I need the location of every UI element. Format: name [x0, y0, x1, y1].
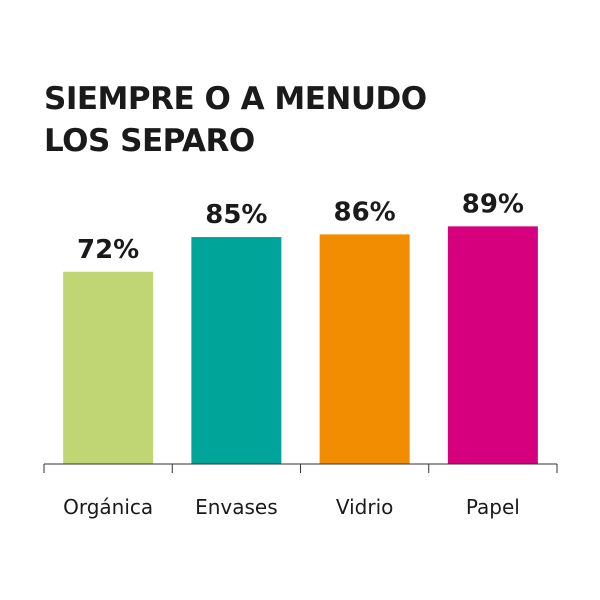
value-label-1: 85% — [205, 200, 267, 230]
category-label-3: Papel — [466, 495, 520, 519]
bar-1 — [191, 237, 282, 464]
category-label-0: Orgánica — [63, 495, 153, 519]
category-label-2: Vidrio — [336, 495, 394, 519]
bar-3 — [447, 226, 538, 464]
chart-title-line-1: SIEMPRE O A MENUDO — [44, 81, 427, 117]
value-label-2: 86% — [334, 197, 396, 227]
bar-0 — [63, 271, 154, 464]
bar-2 — [319, 234, 410, 464]
chart-title: SIEMPRE O A MENUDO LOS SEPARO — [44, 78, 427, 162]
value-label-0: 72% — [77, 235, 139, 265]
category-label-1: Envases — [195, 495, 278, 519]
chart-title-line-2: LOS SEPARO — [44, 123, 255, 159]
value-label-3: 89% — [462, 189, 524, 219]
